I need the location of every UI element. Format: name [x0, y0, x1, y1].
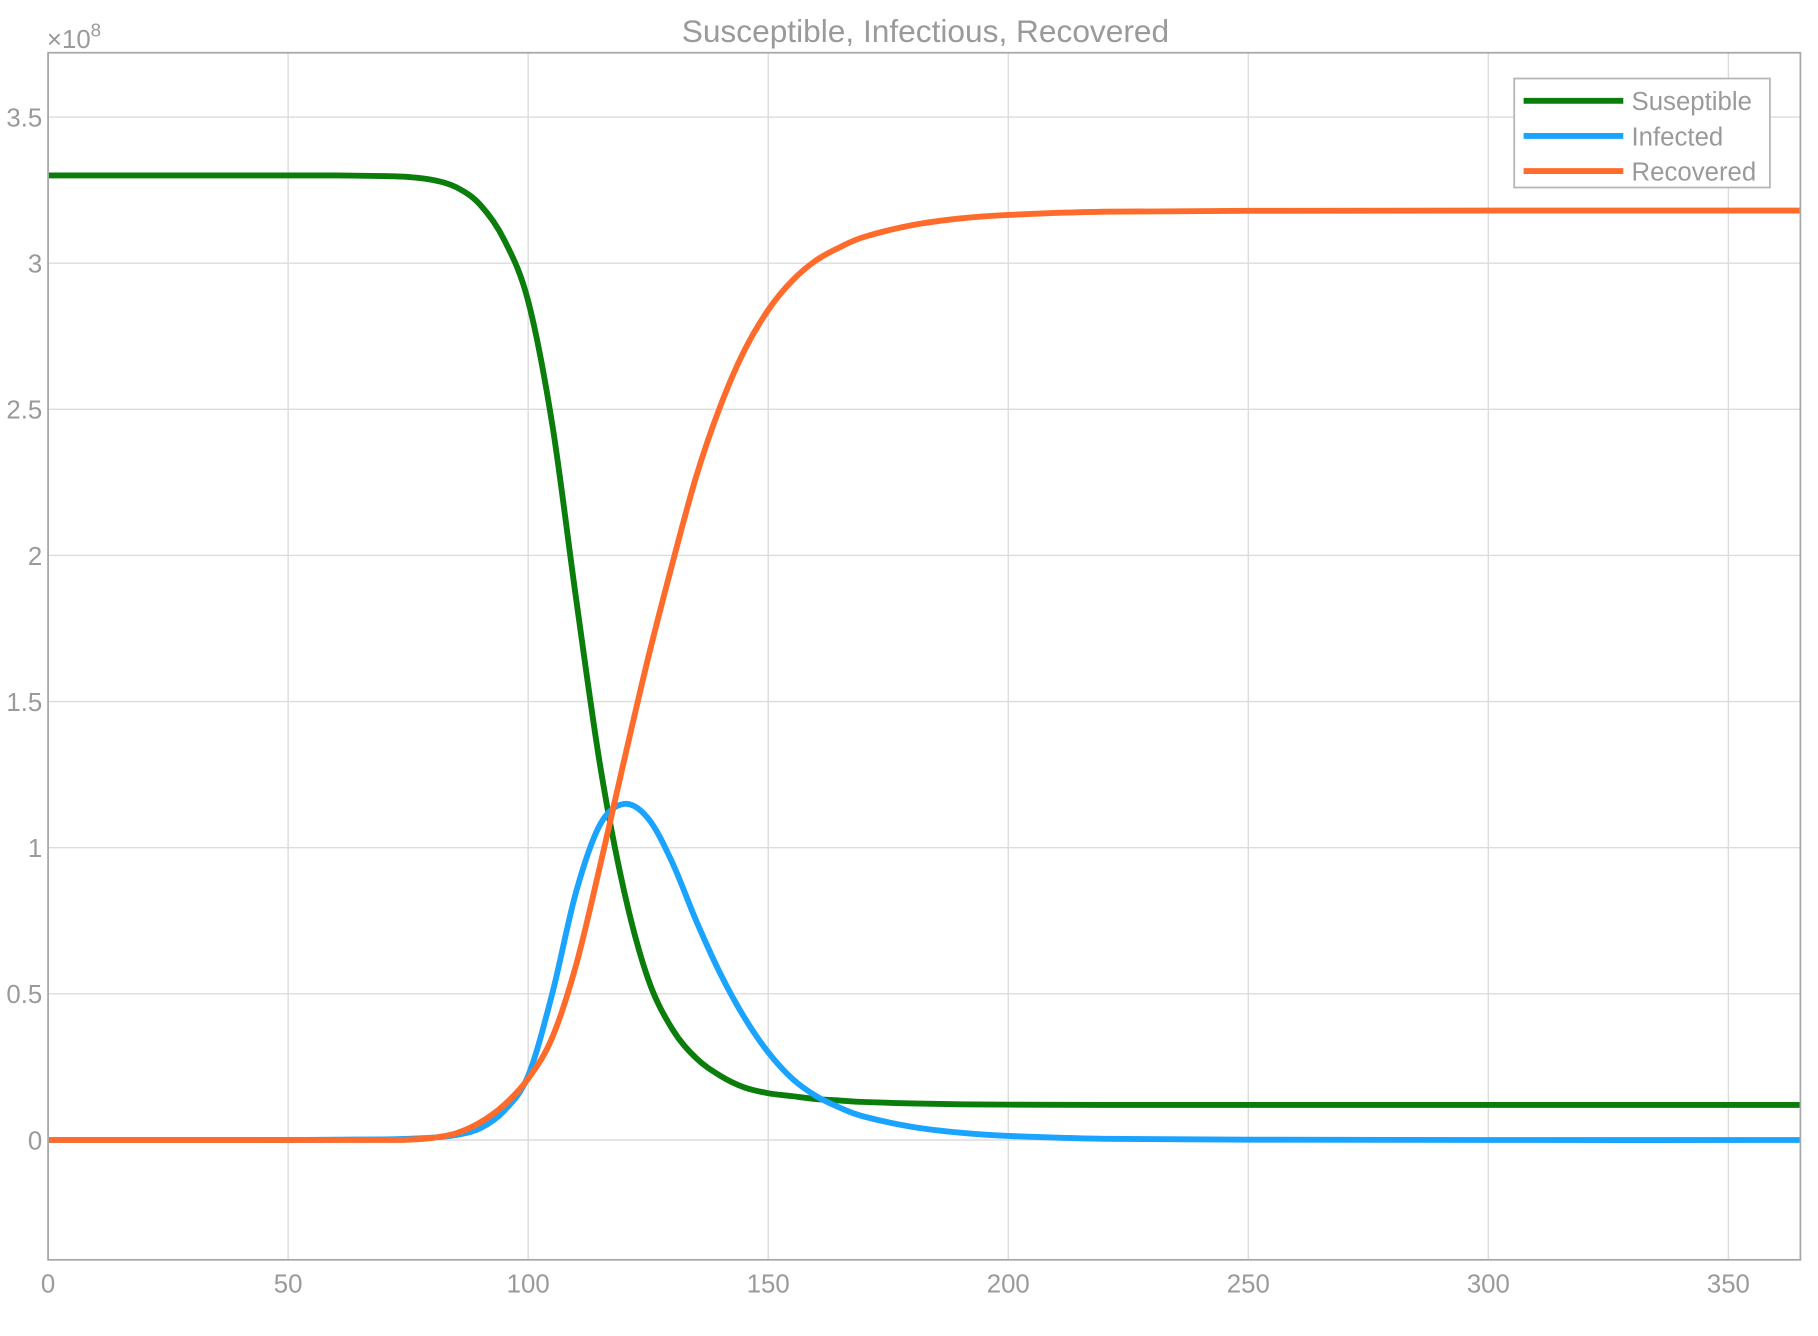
y-tick-label: 2	[28, 543, 42, 571]
x-tick-label: 350	[1707, 1271, 1750, 1299]
y-tick-label: 2.5	[6, 397, 42, 425]
y-tick-labels: 0 0.5 1 1.5 2 2.5 3 3.5	[6, 104, 42, 1155]
y-tick-label: 3	[28, 251, 42, 279]
legend-label-recovered: Recovered	[1632, 158, 1757, 186]
plot-frame	[47, 51, 1802, 1261]
x-tick-label: 100	[507, 1271, 550, 1299]
grid	[47, 52, 1801, 1260]
series-line-suseptible	[48, 172, 1801, 1108]
x-tick-label: 150	[747, 1271, 790, 1299]
series-line-infected	[48, 800, 1801, 1143]
x-tick-label: 300	[1467, 1271, 1510, 1299]
y-tick-label: 3.5	[6, 104, 42, 132]
series-line-recovered	[48, 207, 1801, 1143]
x-tick-labels: 0 50 100 150 200 250 300 350	[41, 1271, 1750, 1299]
x-tick-label: 200	[987, 1271, 1030, 1299]
x-tick-label: 0	[41, 1271, 55, 1299]
series-lines	[48, 172, 1801, 1143]
y-tick-label: 1.5	[6, 689, 42, 717]
y-tick-label: 0.5	[6, 981, 42, 1009]
x-tick-label: 50	[274, 1271, 303, 1299]
y-exponent-power: 8	[91, 19, 101, 40]
chart-title: Susceptible, Infectious, Recovered	[682, 13, 1169, 49]
legend: Suseptible Infected Recovered	[1513, 77, 1771, 189]
y-tick-label: 0	[28, 1127, 42, 1155]
y-exponent-label: ×108	[47, 19, 101, 54]
y-exponent-base: ×10	[47, 26, 91, 54]
legend-label-infected: Infected	[1632, 123, 1724, 151]
legend-label-suseptible: Suseptible	[1632, 88, 1752, 116]
y-tick-label: 1	[28, 835, 42, 863]
x-tick-label: 250	[1227, 1271, 1270, 1299]
